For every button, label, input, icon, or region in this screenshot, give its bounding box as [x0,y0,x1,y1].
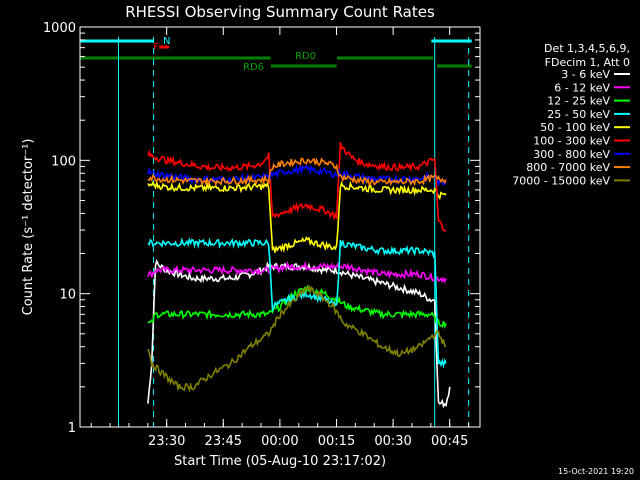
x-axis: 23:30 23:45 00:00 00:15 00:30 00:45 [90,27,470,449]
legend: Det 1,3,4,5,6,9, FDecim 1, Att 0 3 - 6 k… [512,42,630,187]
series-line [147,260,447,284]
x-axis-label: Start Time (05-Aug-10 23:17:02) [174,454,386,469]
chart-title: RHESSI Observing Summary Count Rates [125,3,435,21]
plot-frame [79,26,481,428]
legend-header-line-1: Det 1,3,4,5,6,9, [544,42,630,55]
x-tick-label: 23:30 [148,434,185,449]
series-line [147,237,447,369]
y-tick-label: 10 [59,288,76,303]
x-tick-label: 00:15 [318,434,355,449]
y-tick-label: 1 [68,421,76,436]
footer-timestamp: 15-Oct-2021 19:20 [558,467,634,476]
y-tick-label: 1000 [43,21,76,36]
x-tick-label: 00:00 [261,434,298,449]
legend-entry-label: 50 - 100 keV [540,121,610,134]
night-markers [117,37,470,427]
legend-entry-label: 100 - 300 keV [533,135,610,148]
legend-entry-label: 6 - 12 keV [554,81,610,94]
flag-label: RD0 [295,51,316,62]
series-line [147,284,447,393]
flag-label: N [163,36,170,47]
series-line [147,284,447,330]
legend-entry-label: 3 - 6 keV [561,68,610,81]
legend-entry-label: 7000 - 15000 keV [512,174,610,187]
legend-header-line-2: FDecim 1, Att 0 [545,56,630,69]
flag-label: F [153,42,159,53]
flag-label: RD6 [243,62,264,73]
series-line [147,164,447,186]
legend-entry-label: 300 - 800 keV [533,148,610,161]
legend-entry-label: 25 - 50 keV [547,108,610,121]
y-tick-label: 100 [51,154,76,169]
y-axis-label: Count Rate (s⁻¹ detector⁻¹) [21,139,36,316]
series-line [147,179,447,254]
legend-entry-label: 800 - 7000 keV [526,161,610,174]
legend-entry-label: 12 - 25 keV [547,95,610,108]
flags-layer: NF RD0 RD6 [80,36,472,73]
series-line [147,142,447,232]
x-tick-label: 00:45 [431,434,468,449]
series-line [147,157,447,187]
series-line [147,258,451,409]
y-axis: 1 10 100 1000 [43,21,480,436]
x-tick-label: 00:30 [374,434,411,449]
x-tick-label: 23:45 [205,434,242,449]
series-layer [147,142,451,409]
